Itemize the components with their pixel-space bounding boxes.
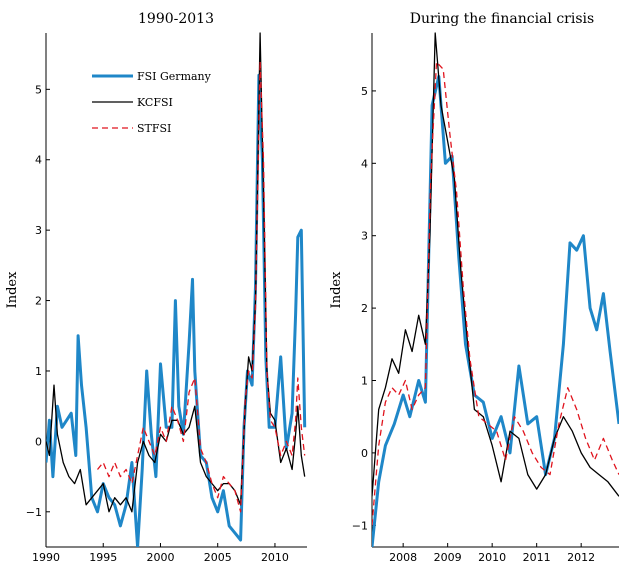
y-tick-label: 4 xyxy=(35,154,42,167)
x-tick-label: 2011 xyxy=(523,551,551,564)
chart-title: 1990-2013 xyxy=(138,11,214,27)
y-tick-label: 5 xyxy=(35,83,42,96)
y-tick-label: 1 xyxy=(361,374,368,387)
legend-label: FSI Germany xyxy=(137,70,212,83)
y-tick-label: 2 xyxy=(361,302,368,315)
series-line-stfsi xyxy=(372,61,619,526)
y-tick-label: 2 xyxy=(35,295,42,308)
left-panel-1990-2013: 1990-2013 Index −1 0 1 2 3 4 5 1990 1995 2000 2005 20… xyxy=(5,11,307,564)
series-line-stfsi xyxy=(96,60,306,513)
x-tick-label: 2010 xyxy=(478,551,506,564)
x-tick-label: 2010 xyxy=(261,551,289,564)
series-line-kcfsi xyxy=(372,32,619,497)
x-tick-label: 2005 xyxy=(204,551,232,564)
y-tick-label: 3 xyxy=(35,224,42,237)
legend-label: STFSI xyxy=(137,122,171,135)
y-tick-label: −1 xyxy=(352,519,368,532)
series-line-fsi-germany xyxy=(372,74,619,547)
y-tick-label: 5 xyxy=(361,85,368,98)
y-tick-label: 3 xyxy=(361,230,368,243)
legend-label: KCFSI xyxy=(137,96,173,109)
x-tick-label: 2012 xyxy=(567,551,595,564)
y-tick-label: 4 xyxy=(361,157,368,170)
y-tick-label: 0 xyxy=(361,447,368,460)
x-tick-label: 2008 xyxy=(389,551,417,564)
y-axis-label: Index xyxy=(329,271,344,309)
right-panel-financial-crisis: During the financial crisis Index −1 0 1 2 3 4 5… xyxy=(329,11,619,564)
chart-title: During the financial crisis xyxy=(410,11,594,27)
legend: FSI Germany KCFSI STFSI xyxy=(92,70,212,135)
x-tick-label: 2000 xyxy=(146,551,174,564)
x-tick-label: 2009 xyxy=(434,551,462,564)
y-tick-label: 0 xyxy=(35,435,42,448)
y-tick-label: 1 xyxy=(35,365,42,378)
y-tick-label: −1 xyxy=(26,506,42,519)
series-line-fsi-germany xyxy=(46,73,307,547)
y-axis-label: Index xyxy=(5,271,20,309)
x-tick-label: 1990 xyxy=(32,551,60,564)
x-tick-label: 1995 xyxy=(89,551,117,564)
